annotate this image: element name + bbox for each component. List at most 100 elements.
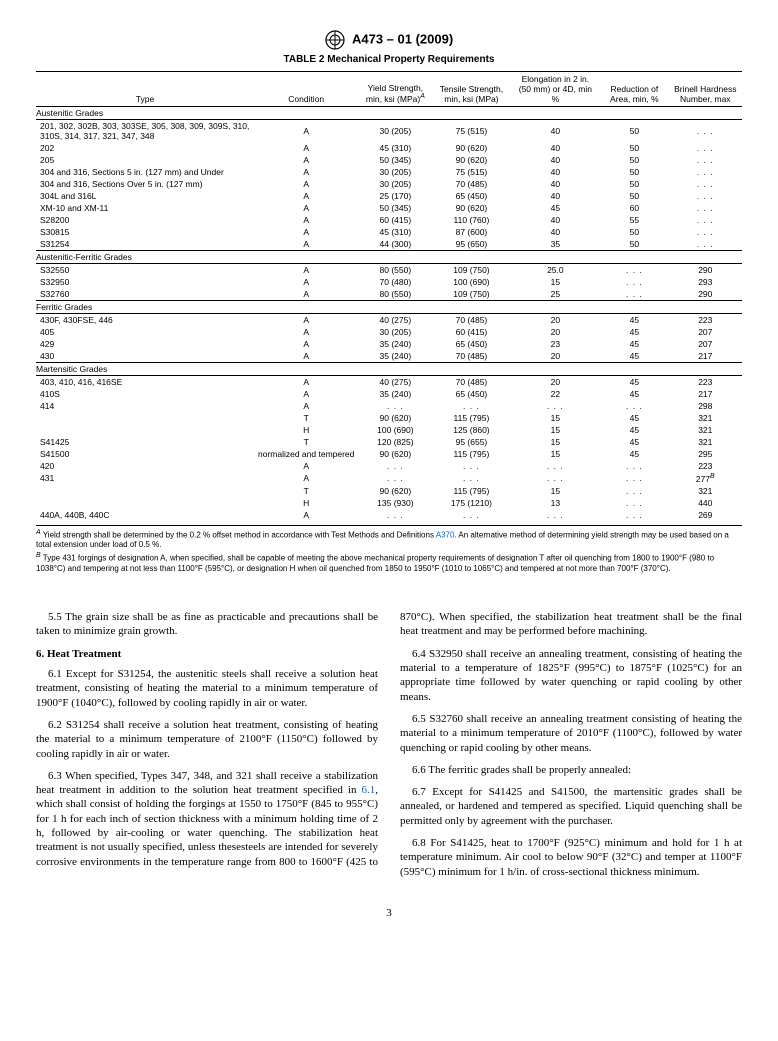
- table-cell: . . .: [600, 509, 668, 521]
- table-cell: 15: [511, 276, 601, 288]
- table-cell: . . .: [432, 509, 510, 521]
- table-cell: A: [254, 214, 358, 226]
- table-cell: 40: [511, 226, 601, 238]
- table-cell: 40 (275): [358, 376, 432, 389]
- table-cell: A: [254, 226, 358, 238]
- table-cell: 321: [669, 436, 742, 448]
- table-cell: 30 (205): [358, 120, 432, 143]
- table-cell: 321: [669, 412, 742, 424]
- table-cell: 201, 302, 302B, 303, 303SE, 305, 308, 30…: [36, 120, 254, 143]
- para-6-2: 6.2 S31254 shall receive a solution heat…: [36, 718, 378, 761]
- table-cell: 50: [600, 226, 668, 238]
- table-cell: . . .: [600, 497, 668, 509]
- table-cell: S31254: [36, 238, 254, 251]
- table-cell: A: [254, 376, 358, 389]
- table-cell: A: [254, 178, 358, 190]
- table-cell: S32550: [36, 264, 254, 277]
- table-cell: 80 (550): [358, 264, 432, 277]
- table-cell: 109 (750): [432, 288, 510, 301]
- table-cell: S30815: [36, 226, 254, 238]
- table-cell: 20: [511, 326, 601, 338]
- table-cell: 277B: [669, 472, 742, 485]
- table-cell: . . .: [600, 264, 668, 277]
- table-cell: 410S: [36, 388, 254, 400]
- table-cell: . . .: [669, 190, 742, 202]
- table-cell: . . .: [669, 226, 742, 238]
- table-cell: 65 (450): [432, 338, 510, 350]
- table-cell: 429: [36, 338, 254, 350]
- table-cell: [36, 412, 254, 424]
- table-cell: 90 (620): [358, 448, 432, 460]
- table-cell: A: [254, 154, 358, 166]
- table-cell: 45 (310): [358, 142, 432, 154]
- table-cell: 90 (620): [432, 202, 510, 214]
- table-cell: 202: [36, 142, 254, 154]
- col-yield: Yield Strength, min, ksi (MPa)A: [358, 72, 432, 107]
- table-cell: 217: [669, 350, 742, 363]
- table-cell: . . .: [669, 238, 742, 251]
- table-cell: 45: [600, 448, 668, 460]
- table-cell: A: [254, 288, 358, 301]
- table-cell: 50 (345): [358, 154, 432, 166]
- table-cell: 50: [600, 238, 668, 251]
- table-cell: 75 (515): [432, 120, 510, 143]
- table-cell: 45: [511, 202, 601, 214]
- table-cell: 15: [511, 412, 601, 424]
- table-cell: 40: [511, 214, 601, 226]
- table-cell: 75 (515): [432, 166, 510, 178]
- table-cell: 223: [669, 376, 742, 389]
- page-number: 3: [36, 907, 742, 919]
- body-text: 5.5 The grain size shall be as fine as p…: [36, 610, 742, 879]
- table-cell: A: [254, 314, 358, 327]
- table-cell: 15: [511, 485, 601, 497]
- table-cell: [36, 497, 254, 509]
- table-cell: [36, 485, 254, 497]
- table-cell: 90 (620): [358, 485, 432, 497]
- table-cell: 90 (620): [358, 412, 432, 424]
- table-cell: 35 (240): [358, 338, 432, 350]
- table-cell: 207: [669, 338, 742, 350]
- table-cell: T: [254, 436, 358, 448]
- table-cell: 70 (485): [432, 376, 510, 389]
- table-cell: 45: [600, 314, 668, 327]
- table-cell: . . .: [669, 178, 742, 190]
- table-title: TABLE 2 Mechanical Property Requirements: [36, 54, 742, 65]
- para-5-5: 5.5 The grain size shall be as fine as p…: [36, 610, 378, 639]
- table-cell: A: [254, 338, 358, 350]
- col-type: Type: [36, 72, 254, 107]
- table-cell: H: [254, 497, 358, 509]
- para-6-4: 6.4 S32950 shall receive an annealing tr…: [400, 647, 742, 704]
- table-cell: . . .: [669, 214, 742, 226]
- table-cell: 70 (485): [432, 314, 510, 327]
- table-cell: normalized and tempered: [254, 448, 358, 460]
- table-cell: 70 (485): [432, 350, 510, 363]
- table-cell: . . .: [511, 509, 601, 521]
- table-cell: 35: [511, 238, 601, 251]
- table-cell: 40: [511, 142, 601, 154]
- col-condition: Condition: [254, 72, 358, 107]
- table-cell: 50 (345): [358, 202, 432, 214]
- table-cell: A: [254, 190, 358, 202]
- table-cell: 23: [511, 338, 601, 350]
- table-cell: 295: [669, 448, 742, 460]
- table-cell: 110 (760): [432, 214, 510, 226]
- table-cell: 45: [600, 424, 668, 436]
- table-cell: 405: [36, 326, 254, 338]
- table-cell: 290: [669, 264, 742, 277]
- table-cell: [36, 424, 254, 436]
- table-cell: 304L and 316L: [36, 190, 254, 202]
- table-cell: 25.0: [511, 264, 601, 277]
- table-cell: A: [254, 264, 358, 277]
- table-cell: 269: [669, 509, 742, 521]
- table-cell: A: [254, 350, 358, 363]
- table-cell: . . .: [600, 288, 668, 301]
- table-cell: . . .: [432, 400, 510, 412]
- standard-id: A473 – 01 (2009): [352, 31, 453, 46]
- footnote: A Yield strength shall be determined by …: [36, 529, 742, 551]
- table-cell: 45: [600, 412, 668, 424]
- para-6-1: 6.1 Except for S31254, the austenitic st…: [36, 667, 378, 710]
- table-cell: 115 (795): [432, 485, 510, 497]
- table-cell: . . .: [600, 400, 668, 412]
- table-cell: 13: [511, 497, 601, 509]
- table-cell: 115 (795): [432, 448, 510, 460]
